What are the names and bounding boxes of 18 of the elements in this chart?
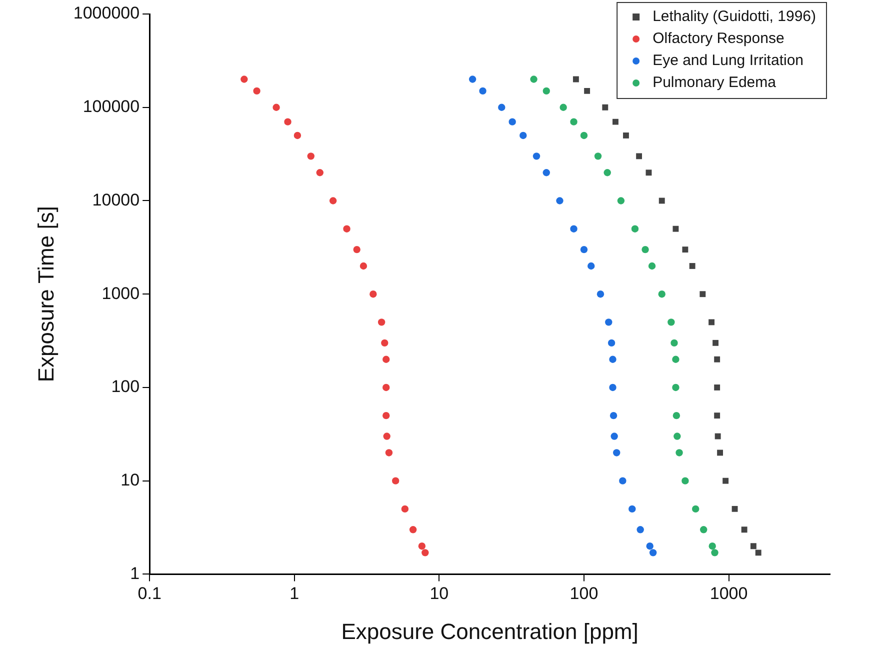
legend-label: Olfactory Response bbox=[652, 30, 784, 48]
x-tick-label: 1000 bbox=[710, 584, 748, 604]
x-tick-label: 10 bbox=[430, 584, 449, 604]
legend-label: Eye and Lung Irritation bbox=[652, 52, 804, 70]
x-tick-label: 100 bbox=[570, 584, 598, 604]
y-tick-label: 10000 bbox=[92, 190, 140, 210]
legend-label: Pulmonary Edema bbox=[652, 74, 777, 92]
y-tick-label: 1000000 bbox=[73, 4, 140, 23]
y-tick-label: 10 bbox=[120, 470, 140, 490]
y-tick-label: 1 bbox=[130, 564, 140, 583]
y-tick-label: 100000 bbox=[82, 97, 140, 116]
y-tick-label: 1000 bbox=[102, 284, 140, 303]
y-axis-title: Exposure Time [s] bbox=[33, 206, 58, 382]
x-tick-label: 0.1 bbox=[138, 584, 162, 604]
legend-label: Lethality (Guidotti, 1996) bbox=[652, 8, 816, 26]
x-tick-label: 1 bbox=[290, 584, 300, 604]
y-tick-label: 100 bbox=[111, 377, 140, 396]
x-axis-title: Exposure Concentration [ppm] bbox=[341, 618, 638, 644]
